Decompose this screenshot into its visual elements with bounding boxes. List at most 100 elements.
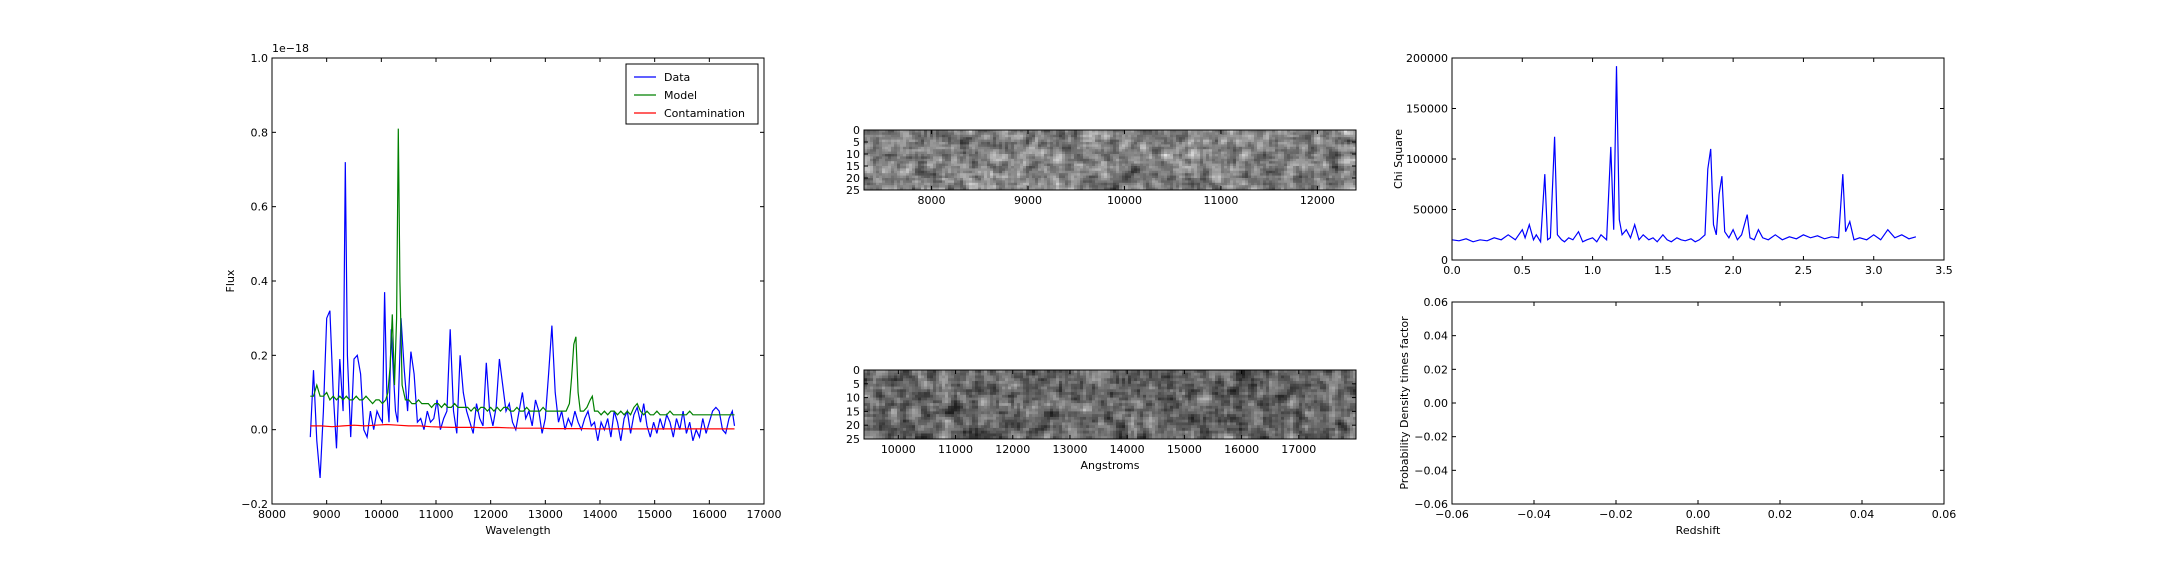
image-pixel xyxy=(1053,151,1057,155)
x-tick-label: 9000 xyxy=(313,508,341,521)
image-pixel xyxy=(1143,182,1147,186)
image-pixel xyxy=(1230,149,1234,152)
image-pixel xyxy=(1230,185,1234,188)
image-pixel xyxy=(1119,187,1123,191)
image-pixel xyxy=(1182,142,1186,145)
image-pixel xyxy=(1263,173,1267,176)
image-pixel xyxy=(1275,158,1279,162)
image-pixel xyxy=(1125,151,1129,155)
image-pixel xyxy=(1272,178,1276,181)
image-pixel xyxy=(1056,139,1060,143)
image-pixel xyxy=(1113,185,1117,188)
image-pixel xyxy=(1092,134,1096,138)
image-pixel xyxy=(969,130,973,133)
image-pixel xyxy=(1032,139,1036,143)
image-pixel xyxy=(1323,134,1327,138)
image-pixel xyxy=(1119,381,1123,385)
image-pixel xyxy=(978,168,982,172)
image-pixel xyxy=(1047,158,1051,162)
image-pixel xyxy=(1149,173,1153,176)
image-pixel xyxy=(1344,375,1348,379)
image-pixel xyxy=(1044,132,1048,136)
image-pixel xyxy=(915,144,919,148)
image-pixel xyxy=(1089,372,1093,376)
image-pixel xyxy=(1035,185,1039,188)
image-pixel xyxy=(1074,375,1078,379)
image-pixel xyxy=(909,187,913,191)
image-pixel xyxy=(1122,154,1126,157)
image-pixel xyxy=(1215,168,1219,172)
image-pixel xyxy=(1080,170,1084,174)
image-pixel xyxy=(1293,144,1297,148)
image-pixel xyxy=(909,378,913,382)
image-pixel xyxy=(873,130,877,133)
image-pixel xyxy=(1134,161,1138,164)
x-tick-label: 15000 xyxy=(637,508,672,521)
image-pixel xyxy=(1335,170,1339,174)
image-pixel xyxy=(1257,185,1261,188)
image-pixel xyxy=(1311,175,1315,179)
image-pixel xyxy=(1206,185,1210,188)
image-pixel xyxy=(1020,134,1024,138)
image-pixel xyxy=(942,146,946,150)
image-pixel xyxy=(1071,137,1075,140)
image-pixel xyxy=(1335,146,1339,150)
image-pixel xyxy=(1341,137,1345,140)
image-pixel xyxy=(1032,144,1036,148)
image-pixel xyxy=(1143,130,1147,133)
image-pixel xyxy=(1347,185,1351,188)
image-pixel xyxy=(945,182,949,186)
image-pixel xyxy=(978,185,982,188)
image-pixel xyxy=(888,375,892,379)
image-pixel xyxy=(1218,161,1222,164)
image-pixel xyxy=(924,154,928,157)
image-pixel xyxy=(1098,161,1102,164)
image-pixel xyxy=(1062,154,1066,157)
image-pixel xyxy=(1047,146,1051,150)
image-pixel xyxy=(1215,182,1219,186)
image-pixel xyxy=(1029,130,1033,133)
image-pixel xyxy=(1218,187,1222,191)
image-pixel xyxy=(975,375,979,379)
image-pixel xyxy=(915,139,919,143)
image-pixel xyxy=(1278,187,1282,191)
image-pixel xyxy=(924,178,928,181)
image-pixel xyxy=(1125,134,1129,138)
image-pixel xyxy=(1146,154,1150,157)
image-pixel xyxy=(1218,168,1222,172)
image-pixel xyxy=(966,381,970,385)
image-pixel xyxy=(1200,175,1204,179)
image-pixel xyxy=(1236,375,1240,379)
image-pixel xyxy=(906,185,910,188)
image-pixel xyxy=(1179,163,1183,167)
image-pixel xyxy=(1089,156,1093,160)
image-pixel xyxy=(1269,372,1273,376)
image-pixel xyxy=(1191,381,1195,385)
image-pixel xyxy=(1335,372,1339,376)
image-pixel xyxy=(969,378,973,382)
image-pixel xyxy=(1134,375,1138,379)
image-pixel xyxy=(1233,134,1237,138)
image-pixel xyxy=(1053,185,1057,188)
image-pixel xyxy=(1230,381,1234,385)
image-pixel xyxy=(1206,142,1210,145)
image-pixel xyxy=(1068,175,1072,179)
image-pixel xyxy=(1170,144,1174,148)
image-pixel xyxy=(882,173,886,176)
image-pixel xyxy=(1149,175,1153,179)
image-pixel xyxy=(924,144,928,148)
image-pixel xyxy=(1341,175,1345,179)
image-pixel xyxy=(1110,161,1114,164)
image-pixel xyxy=(1266,187,1270,191)
image-pixel xyxy=(897,170,901,174)
image-pixel xyxy=(1011,149,1015,152)
image-pixel xyxy=(1326,144,1330,148)
image-pixel xyxy=(1035,154,1039,157)
image-pixel xyxy=(909,381,913,385)
image-pixel xyxy=(1266,372,1270,376)
image-pixel xyxy=(882,375,886,379)
image-pixel xyxy=(1074,378,1078,382)
image-pixel xyxy=(1161,378,1165,382)
image-pixel xyxy=(993,173,997,176)
image-pixel xyxy=(891,142,895,145)
